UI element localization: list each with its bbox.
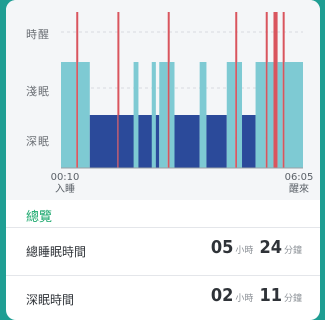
stage-bar-light [151, 62, 156, 168]
stage-bar-light [267, 62, 274, 168]
hypnogram-plot [61, 12, 303, 169]
sleep-card: 時醒 淺眠 深眠 00:10 入睡 06:05 醒來 總覽 總睡眠時間 05 小… [6, 0, 320, 320]
start-label: 入睡 [55, 184, 75, 195]
deep-sleep-value: 02 小時 11 分鐘 [211, 285, 308, 306]
sleep-chart: 時醒 淺眠 深眠 00:10 入睡 06:05 醒來 [6, 0, 320, 200]
end-label: 醒來 [289, 184, 309, 195]
stage-bar-deep [89, 115, 118, 168]
y-label-light: 淺眠 [26, 85, 50, 98]
stage-bar-awake [282, 12, 285, 168]
stage-bar-light [169, 62, 175, 168]
stage-bar-deep [242, 115, 256, 168]
y-label-awake: 時醒 [26, 28, 50, 41]
hours-unit: 小時 [235, 246, 254, 256]
y-label-deep: 深眠 [26, 135, 50, 148]
stage-bar-deep [174, 115, 200, 168]
start-time: 00:10 [50, 172, 80, 183]
deep-sleep-hours: 02 [210, 285, 234, 306]
stage-bar-awake [235, 12, 238, 168]
stage-bar-deep [206, 115, 227, 168]
stage-bar-light [77, 62, 90, 168]
stage-bar-light [236, 62, 243, 168]
stage-bar-light [226, 62, 236, 168]
stage-bar-awake [76, 12, 79, 168]
total-sleep-label: 總睡眠時間 [26, 245, 87, 259]
end-time: 06:05 [284, 172, 314, 183]
stage-bar-light [199, 62, 207, 168]
overview-title: 總覽 [26, 210, 53, 225]
stage-bar-awake [117, 12, 120, 168]
start-time-label: 00:10 入睡 [50, 172, 80, 196]
minutes-unit: 分鐘 [283, 246, 302, 256]
stage-bar-light [277, 62, 283, 168]
stage-bar-awake [167, 12, 170, 168]
deep-sleep-label: 深眠時間 [26, 293, 75, 307]
stage-bar-light [61, 62, 77, 168]
stage-bar-awake [265, 12, 268, 168]
total-sleep-hours: 05 [210, 237, 234, 258]
minutes-unit: 分鐘 [283, 294, 302, 304]
stage-bar-light [255, 62, 266, 168]
deep-sleep-row[interactable]: 深眠時間 02 小時 11 分鐘 [6, 275, 320, 320]
total-sleep-value: 05 小時 24 分鐘 [211, 237, 308, 258]
end-time-label: 06:05 醒來 [284, 172, 314, 196]
stage-bar-light [284, 62, 303, 168]
total-sleep-minutes: 24 [259, 237, 282, 258]
stage-bar-light [159, 62, 168, 168]
stage-bar-light [133, 62, 139, 168]
stage-bar-awake [273, 12, 278, 168]
hours-unit: 小時 [235, 294, 254, 304]
total-sleep-row[interactable]: 總睡眠時間 05 小時 24 分鐘 [6, 227, 320, 276]
deep-sleep-minutes: 11 [259, 285, 282, 306]
